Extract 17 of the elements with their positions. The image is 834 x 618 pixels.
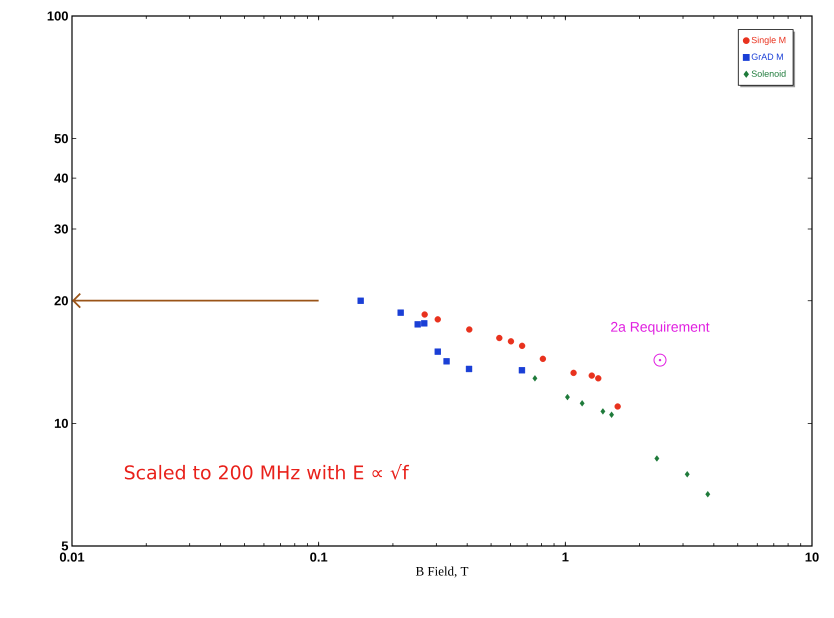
- y-tick-label: 40: [54, 174, 68, 183]
- y-tick-label: 5: [62, 541, 68, 551]
- y-tick-label: 50: [54, 134, 68, 144]
- legend-label: Solenoid: [752, 70, 786, 77]
- legend-label: GrAD M: [752, 54, 783, 60]
- x-tick-label: 1: [562, 552, 569, 562]
- x-axis-title: B Field, T: [416, 566, 468, 578]
- x-tick-label: 0.01: [60, 552, 84, 562]
- y-tick-label: 100: [48, 11, 68, 21]
- x-tick-label: 0.1: [310, 552, 328, 562]
- x-tick-label: 10: [806, 552, 819, 562]
- y-tick-label: 10: [54, 418, 68, 428]
- legend-label: Single M: [752, 36, 786, 45]
- annotation: Scaled to 200 MHz with E ∝ √f: [124, 464, 410, 480]
- y-tick-label: 30: [54, 224, 68, 234]
- y-tick-label: 20: [54, 296, 68, 306]
- annotation: 2a Requirement: [611, 322, 710, 335]
